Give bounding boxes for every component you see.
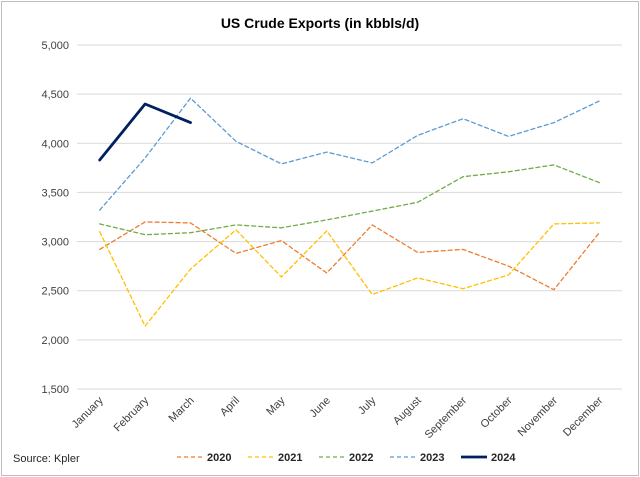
x-tick-label: November — [516, 394, 561, 439]
y-tick-label: 3,500 — [41, 187, 69, 199]
x-tick-label: June — [308, 395, 333, 420]
x-tick-label: July — [356, 394, 379, 417]
legend-label-2020: 2020 — [207, 452, 231, 464]
legend-label-2021: 2021 — [278, 452, 302, 464]
y-tick-label: 1,500 — [41, 384, 69, 396]
y-tick-label: 2,000 — [41, 335, 69, 347]
series-line-2022 — [99, 164, 600, 236]
series-line-2021 — [99, 222, 600, 327]
legend-label-2023: 2023 — [420, 452, 444, 464]
x-tick-label: September — [423, 394, 470, 441]
axes: 1,500 2,000 2,500 3,000 3,500 4,000 4,500 5,000… — [41, 40, 605, 441]
x-tick-label: August — [391, 395, 424, 428]
chart-title: US Crude Exports (in kbbls/d) — [221, 15, 419, 31]
y-tick-label: 5,000 — [41, 40, 69, 52]
series-lines — [98, 97, 600, 327]
x-tick-label: April — [218, 395, 242, 419]
series-line-2024 — [98, 102, 192, 162]
series-line-2020 — [99, 221, 600, 291]
y-tick-label: 4,500 — [41, 89, 69, 101]
source-note: Source: Kpler — [13, 453, 80, 465]
y-tick-label: 4,000 — [41, 138, 69, 150]
gridlines — [77, 44, 622, 390]
x-tick-label: February — [112, 394, 152, 434]
legend-label-2022: 2022 — [349, 452, 373, 464]
x-tick-label: March — [167, 395, 197, 425]
y-tick-label: 2,500 — [41, 286, 69, 298]
y-tick-label: 3,000 — [41, 237, 69, 249]
x-tick-label: December — [561, 394, 606, 439]
x-tick-label: May — [264, 394, 288, 418]
x-tick-label: January — [70, 394, 107, 431]
x-tick-label: October — [478, 394, 514, 430]
legend-label-2024: 2024 — [491, 452, 516, 464]
legend: 2020 2021 2022 2023 2024 — [177, 452, 516, 464]
